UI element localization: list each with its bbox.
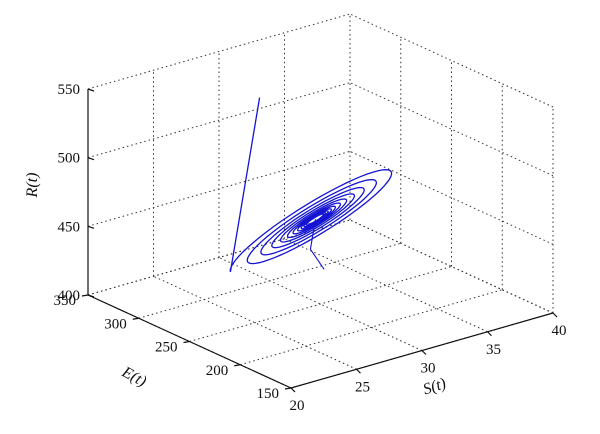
x-tick-label: 35 [486, 342, 501, 358]
grid-line [87, 219, 351, 296]
trajectory-series [229, 97, 393, 273]
trajectory-line [229, 97, 393, 273]
z-axis-label: R(t) [24, 173, 41, 199]
z-tick-label: 500 [58, 151, 81, 167]
y-tick-mark [81, 294, 89, 297]
grid-line [349, 13, 554, 108]
grid-line [138, 242, 401, 319]
x-tick-mark [290, 387, 296, 393]
grid-line [349, 82, 554, 177]
z-tick-label: 400 [58, 288, 81, 304]
y-tick-label: 200 [206, 363, 229, 379]
x-tick-label: 30 [421, 361, 436, 377]
z-tick-mark [87, 157, 95, 161]
y-tick-mark [132, 317, 139, 320]
z-tick-mark [87, 294, 95, 298]
x-tick-mark [356, 368, 361, 374]
z-tick-label: 550 [58, 82, 81, 98]
x-tick-label: 20 [290, 398, 305, 414]
grid-line [87, 13, 351, 90]
grid-line [87, 150, 351, 227]
grid-line [240, 289, 503, 366]
z-tick-mark [87, 88, 95, 92]
grid-line [87, 82, 351, 159]
y-tick-label: 300 [104, 316, 127, 332]
grid-line [153, 275, 357, 370]
transient-branch [309, 219, 325, 270]
y-tick-mark [234, 364, 241, 367]
x-tick-mark [487, 331, 492, 337]
y-tick-mark [284, 387, 292, 390]
z-tick-mark [87, 225, 95, 229]
grid-line [189, 266, 452, 342]
y-tick-label: 250 [155, 340, 178, 356]
y-tick-label: 150 [257, 386, 280, 402]
grid-line [284, 238, 488, 333]
grid-line [349, 150, 554, 245]
x-tick-label: 25 [355, 379, 370, 395]
y-tick-mark [183, 340, 190, 344]
x-tick-mark [421, 350, 427, 355]
y-tick-label: 350 [54, 293, 77, 309]
x-tick-label: 40 [552, 323, 567, 339]
y-axis-label: E(t) [118, 363, 149, 390]
x-tick-mark [552, 312, 558, 318]
grid-lines [87, 13, 554, 389]
grid-line [349, 219, 554, 314]
z-tick-label: 450 [58, 219, 81, 235]
grid-line [218, 257, 423, 351]
x-axis-label: S(t) [421, 375, 448, 398]
